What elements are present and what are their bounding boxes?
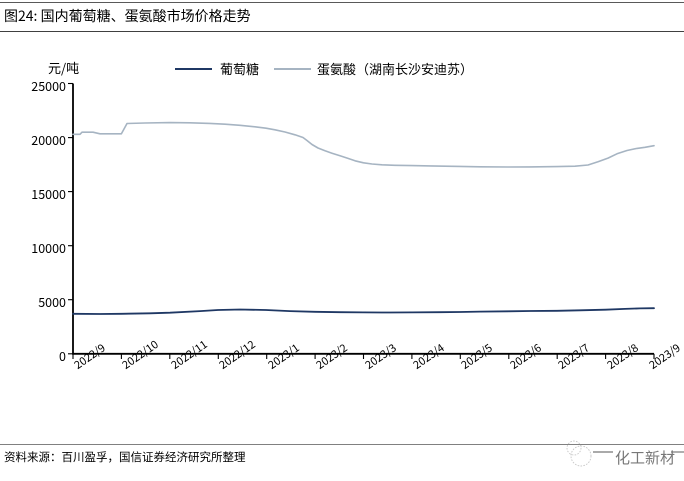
svg-text:化工新材: 化工新材: [615, 447, 675, 468]
